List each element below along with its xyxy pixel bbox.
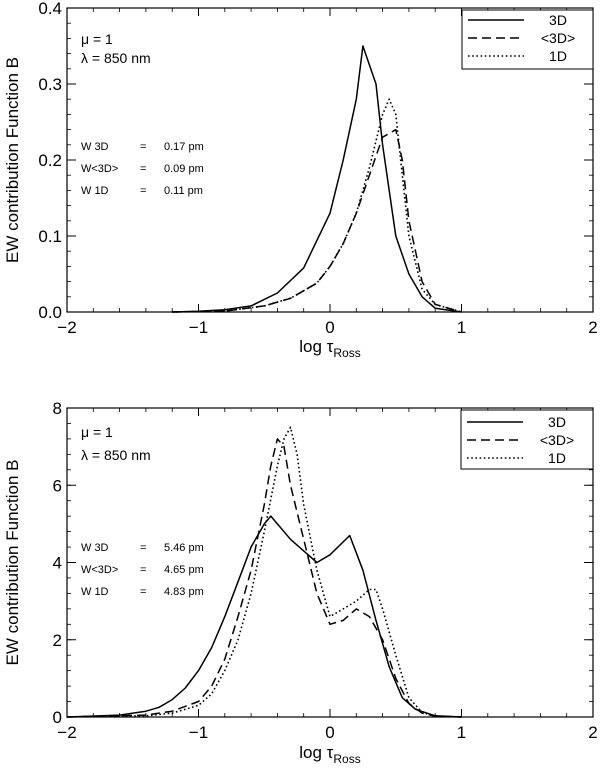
ew-equals: = <box>140 141 146 153</box>
series-line-1d <box>66 426 462 718</box>
x-axis-label-sub: Ross <box>333 346 360 360</box>
x-tick-label: 0 <box>325 318 334 337</box>
x-axis-label: log τRoss <box>299 743 360 766</box>
ew-value: 0.11 pm <box>164 185 203 197</box>
y-tick-label: 0.3 <box>38 75 62 94</box>
ew-value: 4.65 pm <box>164 564 204 576</box>
y-tick-label: 8 <box>53 399 62 418</box>
chart-panel-1: −2 −1 0 1 2 0.0 0.1 0.2 0.3 0.4 log τRoss EW contri… <box>3 0 598 360</box>
y-tick-label: 4 <box>53 554 62 573</box>
ew-value: 0.09 pm <box>164 163 204 175</box>
x-tick-label: 2 <box>588 723 597 742</box>
series-line-3d <box>172 45 462 313</box>
x-tick-label: 0 <box>325 723 334 742</box>
y-axis-label: EW contribution Function B <box>3 460 22 666</box>
y-tick-label: 0 <box>53 708 62 727</box>
ew-value: 0.17 pm <box>164 141 204 153</box>
x-tick-label: −2 <box>57 723 76 742</box>
x-tick-label: −2 <box>57 318 76 337</box>
legend-label: <3D> <box>541 30 575 46</box>
y-tick-label: 0.2 <box>38 151 62 170</box>
x-tick-label: 1 <box>457 318 466 337</box>
ew-equals: = <box>140 586 146 598</box>
y-axis-label: EW contribution Function B <box>3 57 22 263</box>
ew-label: W<3D> <box>81 564 118 576</box>
ew-label: W 3D <box>81 542 109 554</box>
annotation: λ = 850 nm <box>81 50 151 66</box>
legend: 3D <3D> 1D <box>461 9 594 70</box>
x-axis-label-main: log τ <box>299 337 333 356</box>
ew-label: W 1D <box>81 586 109 598</box>
ew-value: 5.46 pm <box>164 542 204 554</box>
x-axis-label: log τRoss <box>299 337 360 360</box>
y-tick-label: 6 <box>53 476 62 495</box>
legend-label: 1D <box>549 48 567 64</box>
legend: 3D <3D> 1D <box>460 409 594 470</box>
x-tick-label: −1 <box>189 723 208 742</box>
ew-equals: = <box>140 163 146 175</box>
y-tick-label: 0.0 <box>38 303 62 322</box>
y-tick-label: 0.1 <box>38 227 62 246</box>
y-tick-label: 2 <box>53 631 62 650</box>
x-tick-label: −1 <box>189 318 208 337</box>
ew-label: W 1D <box>81 185 109 197</box>
x-tick-label: 2 <box>588 318 597 337</box>
ew-equals: = <box>140 542 146 554</box>
annotation: λ = 850 nm <box>81 447 151 463</box>
series-line-3d <box>66 515 462 718</box>
series-line-avg3d <box>66 438 462 718</box>
ew-label: W<3D> <box>81 163 118 175</box>
legend-label: 1D <box>548 450 566 466</box>
x-axis-label-main: log τ <box>299 743 333 762</box>
y-tick-label: 0.4 <box>38 0 62 18</box>
chart-panel-2: −2 −1 0 1 2 0 2 4 6 8 log τRoss EW contribution Fun… <box>3 399 598 766</box>
series-line-1d <box>172 98 462 313</box>
x-tick-label: 1 <box>457 723 466 742</box>
ew-equals: = <box>140 185 146 197</box>
annotation: μ = 1 <box>81 31 113 47</box>
x-axis-label-sub: Ross <box>333 752 360 766</box>
ew-equals: = <box>140 564 146 576</box>
annotation: μ = 1 <box>81 424 113 440</box>
ew-label: W 3D <box>81 141 109 153</box>
legend-label: 3D <box>549 12 567 28</box>
legend-label: 3D <box>548 414 566 430</box>
ew-value: 4.83 pm <box>164 586 204 598</box>
legend-label: <3D> <box>540 432 574 448</box>
series-line-avg3d <box>172 128 462 313</box>
